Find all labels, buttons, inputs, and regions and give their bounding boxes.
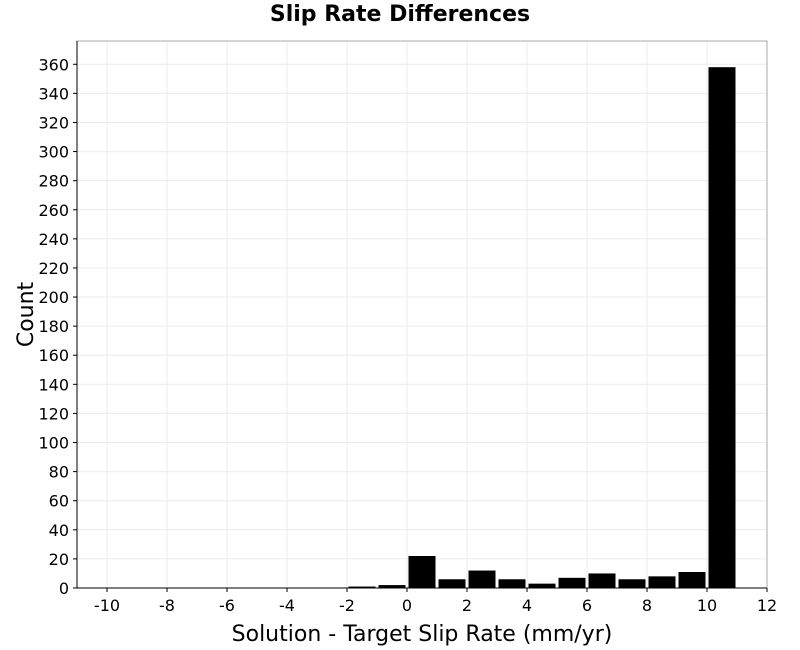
y-tick-label: 200	[38, 288, 69, 307]
histogram-bar	[708, 67, 736, 589]
histogram-bar	[408, 555, 436, 588]
x-tick-label: 0	[402, 596, 412, 615]
histogram-bar	[558, 577, 586, 588]
plot-area	[76, 40, 768, 589]
y-tick-label: 20	[49, 550, 69, 569]
y-tick-label: 100	[38, 434, 69, 453]
histogram-bar	[468, 570, 496, 588]
y-tick-label: 320	[38, 113, 69, 132]
y-tick-label: 340	[38, 84, 69, 103]
x-tick-label: 2	[462, 596, 472, 615]
x-tick-label: 6	[582, 596, 592, 615]
y-tick-label: 220	[38, 259, 69, 278]
y-tick-label: 280	[38, 172, 69, 191]
x-tick-label: -2	[339, 596, 355, 615]
x-tick-label: -10	[94, 596, 120, 615]
x-tick-label: 10	[697, 596, 717, 615]
chart-title: Slip Rate Differences	[269, 2, 531, 27]
histogram-bars	[348, 67, 736, 589]
histogram-bar	[528, 583, 556, 588]
histogram-bar	[498, 579, 526, 588]
x-tick-label: -6	[219, 596, 235, 615]
y-tick-label: 120	[38, 404, 69, 423]
histogram-bar	[348, 586, 376, 588]
y-tick-label: 240	[38, 230, 69, 249]
y-tick-label: 300	[38, 143, 69, 162]
histogram-bar	[378, 585, 406, 588]
grid-lines	[77, 41, 768, 589]
x-axis-label: Solution - Target Slip Rate (mm/yr)	[232, 622, 613, 647]
y-tick-label: 40	[49, 521, 69, 540]
y-tick-label: 360	[38, 55, 69, 74]
histogram-bar	[648, 576, 676, 588]
histogram-bar	[618, 579, 646, 588]
y-tick-label: 260	[38, 201, 69, 220]
y-tick-label: 0	[59, 579, 69, 598]
y-axis-label: Count	[14, 281, 39, 347]
x-tick-label: 8	[642, 596, 652, 615]
axes	[76, 41, 767, 589]
y-tick-label: 140	[38, 375, 69, 394]
histogram-bar	[438, 579, 466, 588]
x-tick-label: -8	[159, 596, 175, 615]
x-tick-label: 4	[522, 596, 532, 615]
x-tick-label: 12	[757, 596, 777, 615]
y-tick-label: 80	[49, 463, 69, 482]
x-tick-label: -4	[279, 596, 295, 615]
x-axis-ticks: -10 -8 -6 -4 -2 0 2 4 6 8 10 12	[94, 588, 777, 615]
histogram-bar	[588, 573, 616, 588]
y-tick-label: 160	[38, 346, 69, 365]
y-axis-ticks: 0 20 40 60 80 100 120 140 160 180 200 220 240 260 280 3…	[38, 55, 77, 598]
y-tick-label: 180	[38, 317, 69, 336]
histogram-bar	[678, 571, 706, 588]
y-tick-label: 60	[49, 492, 69, 511]
